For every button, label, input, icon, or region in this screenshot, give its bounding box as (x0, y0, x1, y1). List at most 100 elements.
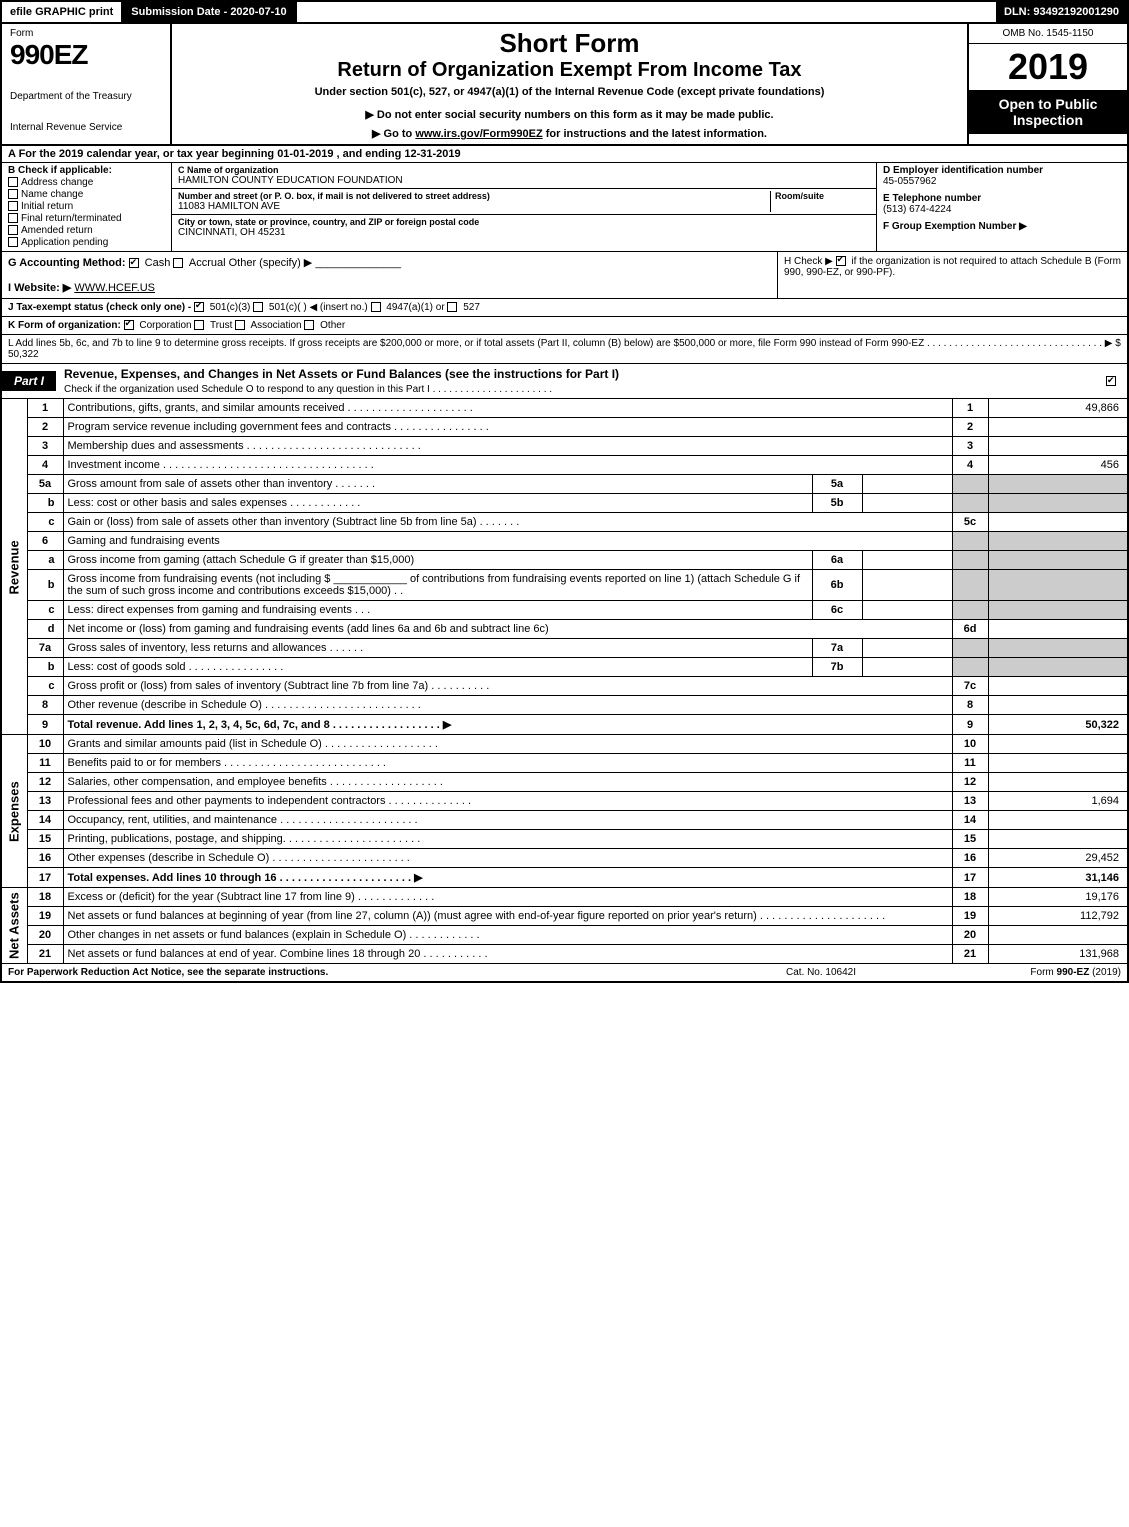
line-19-no: 19 (27, 907, 63, 926)
line-5a-mini: 5a (812, 475, 862, 494)
top-bar: efile GRAPHIC print Submission Date - 20… (0, 0, 1129, 24)
line-6a-desc: Gross income from gaming (attach Schedul… (63, 551, 812, 570)
chk-application-pending[interactable]: Application pending (8, 237, 165, 248)
line-1-no: 1 (27, 399, 63, 418)
line-3-no: 3 (27, 437, 63, 456)
form-title: Return of Organization Exempt From Incom… (180, 59, 959, 82)
line-2-rno: 2 (952, 418, 988, 437)
i-label: I Website: ▶ (8, 282, 71, 294)
line-2-val (988, 418, 1128, 437)
chk-address-change[interactable]: Address change (8, 177, 165, 188)
line-12-rno: 12 (952, 773, 988, 792)
line-6b-minival (862, 570, 952, 601)
line-21-no: 21 (27, 945, 63, 964)
line-8-val (988, 696, 1128, 715)
form-word: Form (10, 28, 162, 39)
k-label: K Form of organization: (8, 320, 121, 331)
line-6d-val (988, 620, 1128, 639)
chk-501c[interactable] (253, 302, 263, 312)
line-9-val: 50,322 (988, 715, 1128, 735)
line-2-desc: Program service revenue including govern… (63, 418, 952, 437)
revenue-side-label: Revenue (1, 399, 27, 735)
section-k: K Form of organization: Corporation Trus… (0, 317, 1129, 335)
website-link[interactable]: WWW.HCEF.US (74, 282, 155, 294)
chk-trust[interactable] (194, 320, 204, 330)
roomsuite-label: Room/suite (775, 191, 870, 201)
chk-other-org[interactable] (304, 320, 314, 330)
line-3-val (988, 437, 1128, 456)
footer-center: Cat. No. 10642I (721, 967, 921, 978)
header-center: Short Form Return of Organization Exempt… (172, 24, 967, 144)
line-15-val (988, 830, 1128, 849)
line-5a-minival (862, 475, 952, 494)
line-9-rno: 9 (952, 715, 988, 735)
line-20-rno: 20 (952, 926, 988, 945)
short-form-title: Short Form (180, 28, 959, 59)
line-17-val: 31,146 (988, 868, 1128, 888)
line-21-val: 131,968 (988, 945, 1128, 964)
part-i-check[interactable] (1098, 372, 1127, 390)
line-17-rno: 17 (952, 868, 988, 888)
line-6c-mini: 6c (812, 601, 862, 620)
part-i-title: Revenue, Expenses, and Changes in Net As… (56, 364, 1098, 398)
line-16-desc: Other expenses (describe in Schedule O) … (63, 849, 952, 868)
line-7c-val (988, 677, 1128, 696)
line-8-desc: Other revenue (describe in Schedule O) .… (63, 696, 952, 715)
line-14-val (988, 811, 1128, 830)
g-other: Other (specify) ▶ (229, 257, 313, 269)
phone-label: E Telephone number (883, 193, 1121, 204)
street-value: 11083 HAMILTON AVE (178, 201, 770, 212)
line-7b-mini: 7b (812, 658, 862, 677)
chk-cash[interactable] (129, 258, 139, 268)
chk-initial-return[interactable]: Initial return (8, 201, 165, 212)
chk-4947a1[interactable] (371, 302, 381, 312)
line-7c-desc: Gross profit or (loss) from sales of inv… (63, 677, 952, 696)
efile-print-label[interactable]: efile GRAPHIC print (2, 2, 123, 22)
goto-link[interactable]: www.irs.gov/Form990EZ (415, 128, 542, 140)
g-label: G Accounting Method: (8, 257, 126, 269)
line-19-rno: 19 (952, 907, 988, 926)
line-5c-val (988, 513, 1128, 532)
goto-pre: ▶ Go to (372, 128, 415, 140)
chk-h[interactable] (836, 256, 846, 266)
line-19-desc: Net assets or fund balances at beginning… (63, 907, 952, 926)
line-13-desc: Professional fees and other payments to … (63, 792, 952, 811)
line-6a-no: a (27, 551, 63, 570)
line-1-val: 49,866 (988, 399, 1128, 418)
line-8-rno: 8 (952, 696, 988, 715)
line-5b-no: b (27, 494, 63, 513)
part-i-sub: Check if the organization used Schedule … (64, 384, 552, 395)
chk-527[interactable] (447, 302, 457, 312)
chk-amended-return[interactable]: Amended return (8, 225, 165, 236)
chk-name-change[interactable]: Name change (8, 189, 165, 200)
line-5b-desc: Less: cost or other basis and sales expe… (63, 494, 812, 513)
chk-final-return[interactable]: Final return/terminated (8, 213, 165, 224)
line-16-rno: 16 (952, 849, 988, 868)
line-17-desc: Total expenses. Add lines 10 through 16 … (63, 868, 952, 888)
line-4-desc: Investment income . . . . . . . . . . . … (63, 456, 952, 475)
line-21-rno: 21 (952, 945, 988, 964)
line-3-rno: 3 (952, 437, 988, 456)
line-18-val: 19,176 (988, 888, 1128, 907)
form-header: Form 990EZ Department of the Treasury In… (0, 24, 1129, 146)
line-10-no: 10 (27, 735, 63, 754)
line-1-rno: 1 (952, 399, 988, 418)
ein-label: D Employer identification number (883, 165, 1121, 176)
line-7c-no: c (27, 677, 63, 696)
revenue-table: Revenue 1 Contributions, gifts, grants, … (0, 399, 1129, 964)
line-20-no: 20 (27, 926, 63, 945)
chk-assoc[interactable] (235, 320, 245, 330)
line-5c-no: c (27, 513, 63, 532)
chk-501c3[interactable] (194, 302, 204, 312)
chk-accrual[interactable] (173, 258, 183, 268)
h-text1: H Check ▶ (784, 256, 836, 267)
line-7c-rno: 7c (952, 677, 988, 696)
line-6c-minival (862, 601, 952, 620)
chk-corp[interactable] (124, 320, 134, 330)
section-l: L Add lines 5b, 6c, and 7b to line 9 to … (0, 335, 1129, 364)
g-accrual: Accrual (189, 257, 226, 269)
part-i-label: Part I (2, 371, 56, 391)
line-12-val (988, 773, 1128, 792)
info-box: B Check if applicable: Address change Na… (0, 163, 1129, 252)
line-7b-minival (862, 658, 952, 677)
